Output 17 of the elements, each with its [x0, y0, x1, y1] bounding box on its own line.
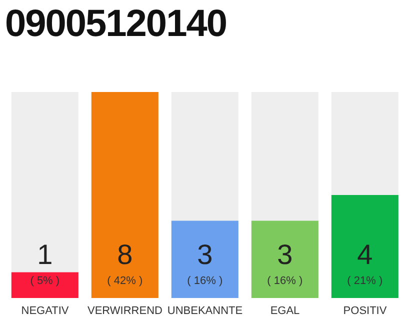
x-tick-label: VERWIRREND — [88, 304, 163, 317]
data-label: 4 — [357, 239, 373, 270]
data-label: 3 — [197, 239, 213, 270]
x-tick-label: POSITIV — [343, 304, 388, 317]
annotation: ( 42% ) — [107, 275, 143, 287]
x-tick-label: UNBEKANNTE — [167, 304, 243, 317]
annotation: ( 16% ) — [187, 275, 223, 287]
data-label: 1 — [37, 239, 53, 270]
data-label: 8 — [117, 239, 133, 270]
data-label: 3 — [277, 239, 293, 270]
chart-title: 09005120140 — [5, 2, 226, 46]
x-tick-label: NEGATIV — [21, 304, 70, 317]
x-tick-label: EGAL — [270, 304, 300, 317]
bar — [11, 272, 78, 298]
annotation: ( 21% ) — [347, 275, 383, 287]
annotation: ( 16% ) — [267, 275, 303, 287]
annotation: ( 5% ) — [30, 275, 60, 287]
